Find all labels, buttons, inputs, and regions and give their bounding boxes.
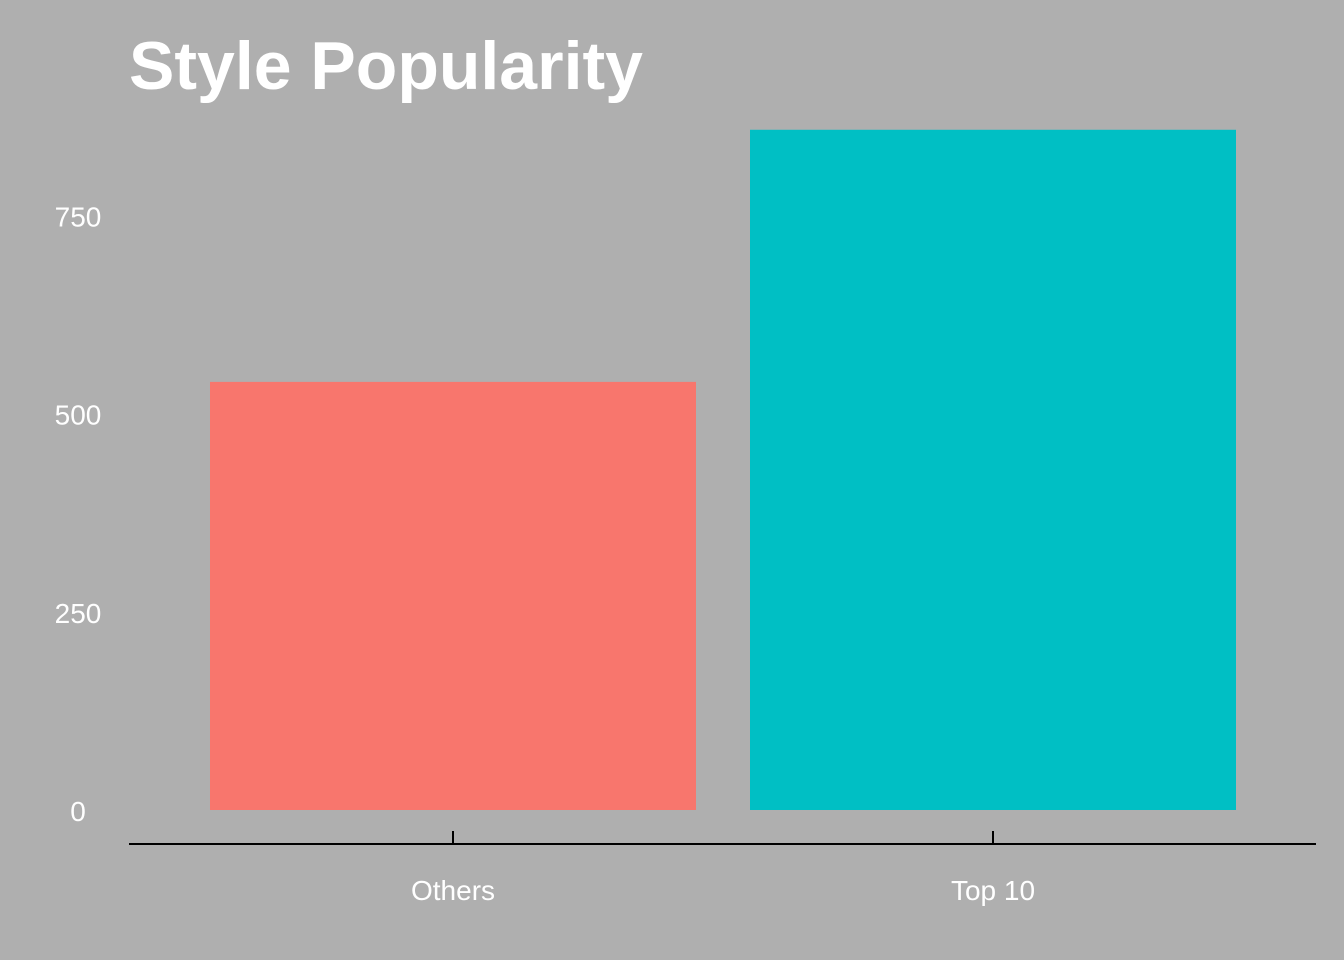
y-tick-label: 250: [55, 598, 102, 629]
y-tick-label: 500: [55, 400, 102, 431]
bar-others: [210, 381, 696, 810]
y-tick-label: 0: [70, 796, 86, 827]
x-tick-label: Others: [411, 875, 495, 906]
bars-group: [210, 129, 1236, 811]
chart-title: Style Popularity: [129, 28, 643, 104]
y-tick-label: 750: [55, 201, 102, 232]
x-axis: Others Top 10: [129, 831, 1316, 906]
y-axis: 0 250 500 750: [55, 201, 102, 827]
x-tick-label: Top 10: [951, 875, 1035, 906]
bar-top-10: [750, 129, 1236, 811]
